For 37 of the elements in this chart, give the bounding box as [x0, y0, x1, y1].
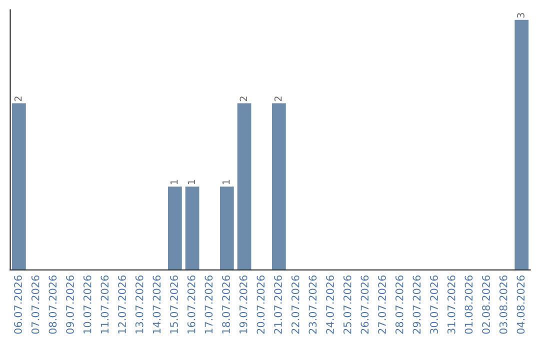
x-tick-label: 04.08.2026	[516, 275, 525, 334]
x-tick-label: 10.07.2026	[83, 275, 92, 334]
x-tick-label: 09.07.2026	[66, 275, 74, 334]
x-tick-label: 18.07.2026	[222, 275, 230, 334]
x-tick-label: 21.07.2026	[274, 275, 282, 334]
data-label: 1	[222, 180, 230, 184]
x-tick-label: 08.07.2026	[48, 275, 57, 334]
x-tick-label: 31.07.2026	[447, 275, 456, 334]
x-tick-label: 20.07.2026	[256, 275, 265, 334]
data-label: 2	[14, 96, 22, 102]
data-label: 1	[188, 180, 195, 184]
x-tick-label: 12.07.2026	[118, 275, 126, 334]
x-tick-label: 19.07.2026	[239, 275, 248, 334]
x-tick-label: 25.07.2026	[343, 275, 352, 334]
x-tick-label: 11.07.2026	[100, 275, 109, 334]
data-label: 3	[517, 13, 524, 18]
x-tick-label: 26.07.2026	[360, 275, 369, 334]
x-tick-label: 07.07.2026	[31, 275, 40, 334]
x-tick-label: 15.07.2026	[170, 275, 178, 334]
x-tick-label: 23.07.2026	[308, 275, 317, 334]
x-tick-label: 03.08.2026	[499, 275, 508, 334]
x-tick-label: 01.08.2026	[464, 275, 473, 334]
x-tick-label: 06.07.2026	[14, 275, 22, 334]
x-tick-label: 13.07.2026	[135, 275, 144, 334]
x-tick-label: 29.07.2026	[412, 275, 421, 334]
x-tick-label: 22.07.2026	[291, 275, 300, 334]
data-label: 1	[170, 180, 178, 184]
x-tick-label: 16.07.2026	[187, 275, 196, 334]
x-tick-label: 02.08.2026	[482, 275, 490, 334]
x-tick-label: 28.07.2026	[395, 275, 404, 334]
data-label: 2	[240, 96, 247, 102]
x-tick-label: 27.07.2026	[378, 275, 386, 334]
x-tick-label: 14.07.2026	[152, 275, 161, 334]
x-tick-label: 30.07.2026	[430, 275, 438, 334]
x-tick-label: 24.07.2026	[326, 275, 334, 334]
data-label: 2	[274, 96, 282, 102]
x-tick-label: 17.07.2026	[204, 275, 213, 334]
